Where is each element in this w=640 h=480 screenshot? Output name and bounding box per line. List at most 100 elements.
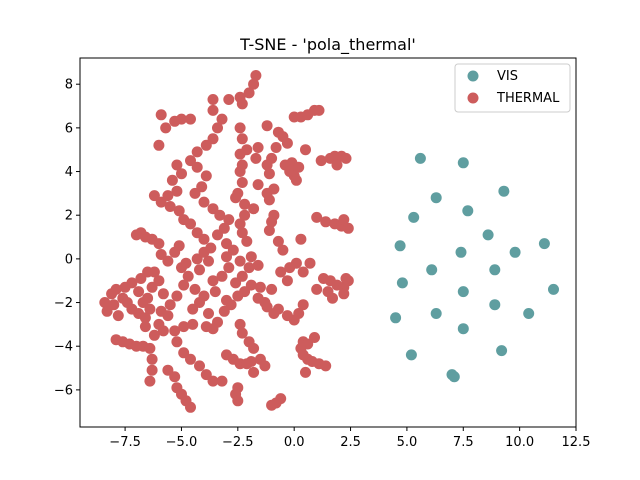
point-thermal-89 (311, 283, 323, 295)
point-thermal-159 (148, 190, 160, 202)
point-thermal-149 (191, 253, 203, 265)
x-tick-label: 7.5 (453, 435, 474, 450)
legend: VIS THERMAL (454, 63, 571, 113)
x-tick-label: −2.5 (222, 435, 254, 450)
point-thermal-209 (216, 375, 228, 387)
point-thermal-198 (169, 371, 181, 383)
x-axis: −7.5 −5.0 −2.5 0.0 2.5 5.0 7.5 10.0 12.5 (109, 427, 590, 450)
point-thermal-178 (221, 251, 232, 263)
point-thermal-60 (315, 155, 327, 167)
point-vis-10 (509, 246, 521, 258)
point-thermal-79 (284, 262, 296, 274)
point-thermal-170 (198, 196, 210, 208)
y-tick-label: −6 (54, 383, 73, 398)
point-thermal-144 (171, 290, 183, 302)
point-thermal-50 (290, 174, 302, 186)
point-thermal-77 (295, 233, 307, 245)
point-thermal-14 (169, 115, 181, 127)
point-thermal-224 (248, 342, 260, 354)
chart-title: T-SNE - 'pola_thermal' (239, 35, 416, 55)
point-vis-22 (405, 349, 417, 361)
point-thermal-53 (300, 144, 311, 156)
point-thermal-103 (221, 294, 232, 306)
point-thermal-108 (223, 262, 235, 274)
point-vis-13 (396, 277, 408, 289)
point-thermal-81 (304, 257, 316, 269)
point-thermal-244 (281, 275, 293, 287)
point-thermal-42 (281, 137, 293, 149)
x-tick-label: 2.5 (340, 435, 361, 450)
point-thermal-171 (207, 203, 219, 215)
point-thermal-202 (185, 401, 196, 413)
point-thermal-114 (203, 308, 214, 319)
point-thermal-6 (207, 94, 219, 105)
point-thermal-148 (180, 257, 192, 269)
point-thermal-110 (207, 275, 219, 287)
point-vis-1 (457, 157, 469, 169)
point-thermal-101 (232, 290, 244, 302)
point-thermal-129 (99, 297, 111, 308)
point-thermal-12 (191, 146, 203, 158)
point-thermal-168 (196, 181, 208, 193)
point-thermal-118 (187, 318, 199, 330)
point-thermal-131 (110, 283, 122, 295)
point-vis-5 (462, 205, 474, 217)
point-thermal-166 (191, 161, 203, 173)
legend-box (454, 63, 571, 113)
point-thermal-180 (130, 229, 142, 241)
x-tick-label: −7.5 (109, 435, 141, 450)
point-thermal-8 (216, 113, 228, 125)
point-thermal-1 (248, 78, 260, 90)
point-thermal-160 (162, 190, 174, 202)
x-tick-label: −5.0 (166, 435, 198, 450)
point-thermal-239 (194, 264, 205, 276)
point-thermal-64 (340, 152, 352, 164)
point-vis-21 (496, 345, 508, 357)
legend-marker-vis (467, 70, 479, 82)
point-thermal-252 (322, 286, 334, 298)
x-tick-label: 0.0 (284, 435, 305, 450)
point-thermal-98 (254, 281, 266, 293)
point-vis-8 (538, 238, 550, 250)
point-thermal-161 (171, 185, 183, 197)
point-thermal-0 (250, 70, 262, 81)
point-thermal-157 (164, 201, 176, 212)
point-thermal-152 (198, 233, 210, 245)
point-thermal-167 (200, 170, 212, 182)
point-thermal-254 (112, 310, 124, 322)
axes-frame (79, 57, 577, 428)
legend-label-vis: VIS (497, 69, 518, 84)
y-tick-label: 6 (65, 121, 73, 136)
point-thermal-227 (275, 393, 287, 405)
point-vis-12 (489, 264, 501, 276)
point-thermal-256 (133, 286, 145, 298)
point-thermal-70 (342, 222, 354, 234)
point-thermal-222 (236, 327, 248, 339)
y-tick-label: −2 (54, 296, 73, 311)
point-thermal-9 (212, 122, 223, 134)
point-thermal-39 (261, 120, 273, 132)
point-vis-9 (455, 246, 467, 258)
point-thermal-15 (160, 122, 172, 134)
point-vis-4 (408, 211, 420, 223)
points-layer (99, 70, 559, 413)
point-thermal-11 (200, 139, 212, 151)
point-thermal-238 (203, 255, 214, 267)
point-thermal-76 (277, 244, 289, 256)
point-thermal-19 (234, 122, 246, 134)
point-thermal-112 (194, 297, 205, 308)
point-vis-20 (457, 323, 469, 335)
x-tick-label: 10.0 (505, 435, 534, 450)
point-thermal-4 (223, 94, 235, 105)
point-vis-2 (498, 185, 510, 197)
point-thermal-140 (137, 297, 149, 308)
point-thermal-17 (153, 139, 165, 151)
point-thermal-24 (250, 152, 262, 164)
point-thermal-122 (148, 329, 160, 341)
point-thermal-214 (245, 356, 257, 367)
point-thermal-234 (320, 360, 332, 372)
point-thermal-26 (234, 166, 246, 177)
point-thermal-104 (230, 277, 242, 289)
point-vis-19 (523, 308, 535, 319)
point-thermal-169 (189, 187, 201, 199)
